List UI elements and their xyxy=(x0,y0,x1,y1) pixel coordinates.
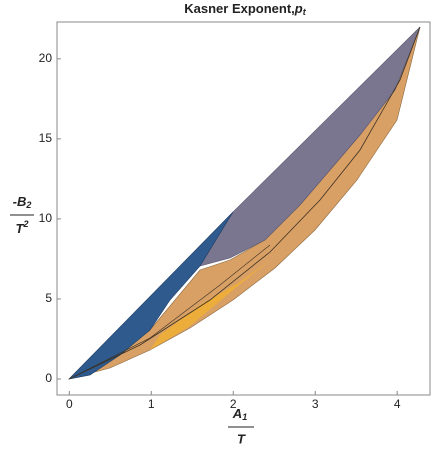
x-label-denominator: T xyxy=(237,431,246,446)
title-text: Kasner Exponent, xyxy=(184,1,295,16)
x-tick-label: 3 xyxy=(312,397,319,411)
title-symbol: p xyxy=(294,1,303,16)
x-tick-label: 4 xyxy=(394,397,401,411)
grey-region xyxy=(199,26,421,267)
y-label-den-text: T xyxy=(16,221,25,236)
plot-frame xyxy=(56,21,431,396)
regions xyxy=(68,26,421,380)
x-label-num-text: A xyxy=(232,406,242,421)
y-tick-label: 10 xyxy=(39,211,53,225)
contour-line xyxy=(68,244,271,380)
y-tick-label: 15 xyxy=(39,131,53,145)
x-label-numerator: A1 xyxy=(232,406,247,422)
chart-title: Kasner Exponent,pt xyxy=(184,1,306,17)
y-label-den-sup: 2 xyxy=(22,219,28,229)
blue-region xyxy=(68,211,234,380)
y-tick-label: 0 xyxy=(45,371,52,385)
x-tick-label: 0 xyxy=(66,397,73,411)
x-tick-label: 1 xyxy=(148,397,155,411)
y-tick-label: 5 xyxy=(45,291,52,305)
title-subscript: t xyxy=(303,7,307,17)
y-label-numerator: -B2 xyxy=(13,194,32,210)
y-label-num-sub: 2 xyxy=(25,200,31,210)
x-tick-label: 2 xyxy=(230,397,237,411)
y-label-num-text: -B xyxy=(13,194,27,209)
yellow-band xyxy=(150,260,270,350)
y-tick-label: 20 xyxy=(39,51,53,65)
y-label-denominator: T2 xyxy=(16,219,29,236)
x-label-num-sub: 1 xyxy=(242,412,247,422)
x-axis-label: A1 T xyxy=(228,406,254,446)
contour-line xyxy=(68,26,421,380)
y-axis-label: -B2 T2 xyxy=(10,194,34,236)
